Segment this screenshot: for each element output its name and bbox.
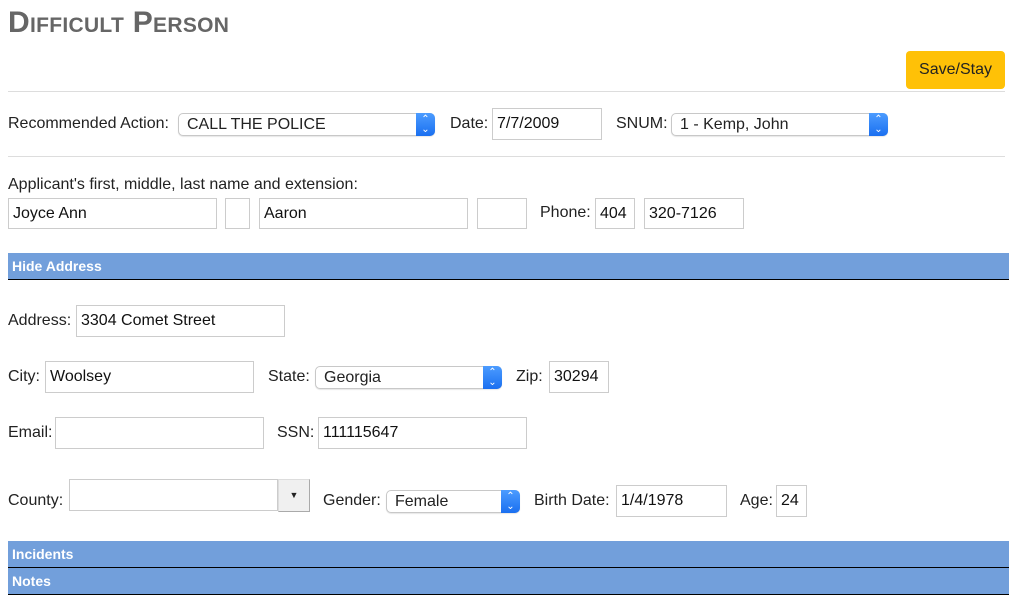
email-input[interactable]: [55, 417, 264, 449]
selected-value: Female: [395, 493, 449, 510]
age-input[interactable]: 24: [776, 485, 807, 517]
address-input[interactable]: 3304 Comet Street: [76, 305, 285, 337]
divider: [8, 91, 1005, 92]
middle-name-input[interactable]: [225, 198, 250, 229]
caret-down-icon: ▼: [289, 490, 299, 500]
snum-select[interactable]: 1 - Kemp, John ⌃ ⌄: [671, 113, 888, 136]
recommended-action-select[interactable]: CALL THE POLICE ⌃ ⌄: [178, 113, 435, 136]
select-arrows-icon: ⌃ ⌄: [416, 113, 435, 136]
city-label: City:: [8, 368, 40, 385]
selected-value: CALL THE POLICE: [187, 116, 326, 133]
gender-select[interactable]: Female ⌃ ⌄: [386, 490, 520, 513]
birth-date-label: Birth Date:: [534, 492, 610, 509]
ssn-input[interactable]: 111115647: [318, 417, 527, 449]
selected-value: 1 - Kemp, John: [680, 116, 789, 133]
applicant-label: Applicant's first, middle, last name and…: [8, 176, 358, 193]
page-title: Difficult Person: [8, 6, 230, 39]
area-code-input[interactable]: 404: [595, 198, 635, 229]
extension-input[interactable]: [477, 198, 527, 229]
selected-value: Georgia: [324, 369, 381, 386]
state-label: State:: [268, 368, 310, 385]
state-select[interactable]: Georgia ⌃ ⌄: [315, 366, 502, 389]
phone-label: Phone:: [540, 204, 591, 221]
save-stay-button[interactable]: Save/Stay: [906, 51, 1005, 89]
first-name-input[interactable]: Joyce Ann: [8, 198, 217, 229]
county-input[interactable]: [69, 479, 278, 511]
county-dropdown-button[interactable]: ▼: [278, 479, 310, 512]
select-arrows-icon: ⌃ ⌄: [869, 113, 888, 136]
select-arrows-icon: ⌃ ⌄: [483, 366, 502, 389]
zip-label: Zip:: [516, 368, 543, 385]
email-label: Email:: [8, 424, 53, 441]
ssn-label: SSN:: [277, 424, 315, 441]
select-arrows-icon: ⌃ ⌄: [501, 490, 520, 513]
address-label: Address:: [8, 312, 72, 329]
age-label: Age:: [740, 492, 773, 509]
gender-label: Gender:: [323, 492, 381, 509]
recommended-action-label: Recommended Action:: [8, 115, 169, 132]
zip-input[interactable]: 30294: [549, 361, 609, 393]
divider: [8, 156, 1005, 157]
date-label: Date:: [450, 115, 489, 132]
snum-label: SNUM:: [616, 115, 668, 132]
hide-address-toggle[interactable]: Hide Address: [8, 253, 1009, 280]
incidents-toggle[interactable]: Incidents: [8, 541, 1009, 568]
county-label: County:: [8, 492, 64, 509]
city-input[interactable]: Woolsey: [45, 361, 254, 393]
last-name-input[interactable]: Aaron: [259, 198, 468, 229]
birth-date-input[interactable]: 1/4/1978: [616, 485, 727, 517]
phone-input[interactable]: 320-7126: [644, 198, 744, 229]
date-input[interactable]: 7/7/2009: [492, 108, 602, 140]
notes-toggle[interactable]: Notes: [8, 568, 1009, 595]
